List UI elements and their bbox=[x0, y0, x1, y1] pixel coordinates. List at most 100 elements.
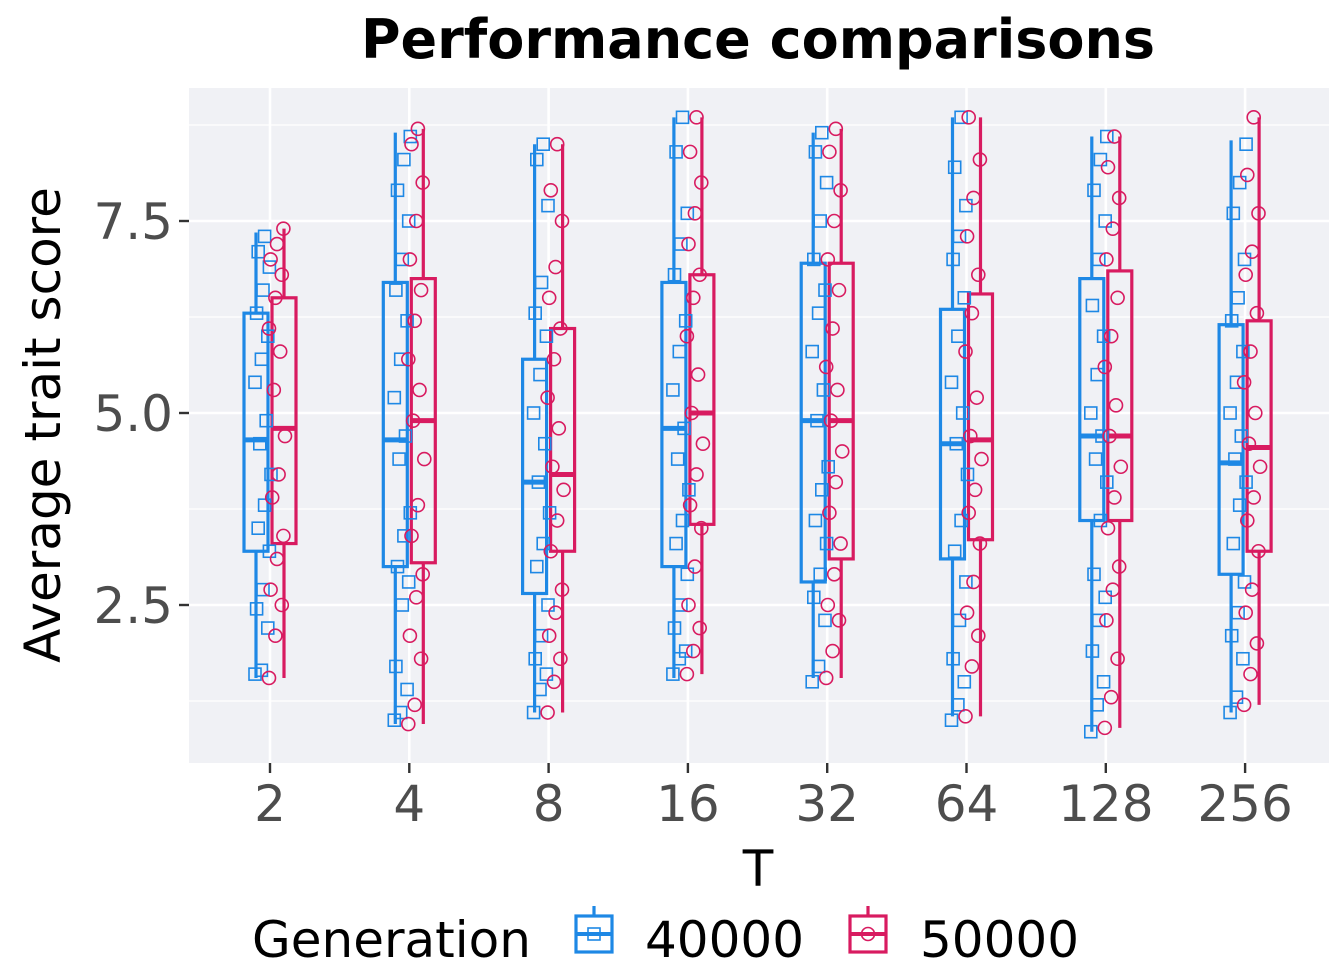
point-50000 bbox=[1100, 520, 1116, 536]
point-40000 bbox=[677, 421, 691, 436]
point-50000 bbox=[1251, 206, 1266, 221]
point-40000 bbox=[536, 536, 551, 551]
point-50000 bbox=[1111, 190, 1127, 206]
point-50000 bbox=[268, 290, 283, 306]
point-50000 bbox=[1249, 305, 1265, 321]
point-40000 bbox=[1237, 252, 1252, 267]
point-50000 bbox=[416, 451, 432, 467]
point-40000 bbox=[666, 667, 680, 681]
point-50000 bbox=[830, 382, 845, 398]
point-40000 bbox=[808, 513, 823, 528]
point-50000 bbox=[1110, 651, 1125, 667]
point-40000 bbox=[1088, 452, 1103, 466]
point-50000 bbox=[685, 643, 701, 659]
point-50000 bbox=[548, 605, 563, 620]
legend-key-40000 bbox=[574, 906, 614, 954]
point-40000 bbox=[1090, 698, 1104, 712]
legend-label-50000: 50000 bbox=[920, 911, 1079, 960]
point-40000 bbox=[678, 314, 693, 328]
box-rect bbox=[688, 273, 716, 526]
point-50000 bbox=[413, 651, 429, 667]
point-40000 bbox=[249, 306, 264, 320]
box-rect bbox=[242, 311, 270, 553]
point-40000 bbox=[1096, 329, 1111, 344]
point-40000 bbox=[959, 198, 973, 213]
point-50000 bbox=[415, 566, 431, 582]
point-40000 bbox=[808, 145, 823, 159]
point-40000 bbox=[401, 575, 416, 589]
point-50000 bbox=[1107, 490, 1122, 505]
point-40000 bbox=[1100, 475, 1114, 489]
point-50000 bbox=[970, 628, 986, 644]
point-50000 bbox=[276, 221, 291, 236]
point-40000 bbox=[397, 152, 411, 167]
point-40000 bbox=[541, 198, 555, 213]
point-50000 bbox=[540, 390, 555, 405]
point-40000 bbox=[403, 506, 418, 520]
point-40000 bbox=[1096, 674, 1111, 689]
y-axis-title: Average trait score bbox=[14, 187, 72, 663]
point-40000 bbox=[666, 383, 680, 397]
box-40000-T256 bbox=[1217, 140, 1245, 713]
point-40000 bbox=[1087, 567, 1101, 582]
box-rect bbox=[1106, 269, 1134, 523]
point-50000 bbox=[1105, 221, 1121, 236]
chart-title: Performance comparisons bbox=[361, 8, 1155, 71]
point-50000 bbox=[693, 175, 709, 190]
x-tick-label: 256 bbox=[1197, 775, 1292, 833]
box-40000-T128 bbox=[1078, 136, 1106, 732]
point-40000 bbox=[674, 237, 688, 251]
point-50000 bbox=[412, 382, 427, 398]
point-40000 bbox=[403, 129, 418, 144]
point-40000 bbox=[528, 306, 543, 320]
point-50000 bbox=[541, 628, 557, 644]
point-50000 bbox=[1240, 167, 1255, 183]
point-40000 bbox=[947, 544, 962, 559]
box-50000-T16 bbox=[688, 117, 716, 675]
legend-key-marker bbox=[587, 927, 601, 941]
legend-key-marker bbox=[860, 926, 876, 942]
point-50000 bbox=[404, 136, 419, 152]
point-40000 bbox=[1231, 290, 1245, 305]
point-50000 bbox=[684, 405, 700, 421]
point-40000 bbox=[251, 521, 265, 536]
point-50000 bbox=[407, 697, 423, 713]
point-50000 bbox=[1246, 490, 1261, 505]
point-40000 bbox=[262, 544, 277, 559]
point-40000 bbox=[811, 659, 826, 674]
point-50000 bbox=[413, 282, 429, 298]
point-40000 bbox=[249, 602, 264, 616]
point-40000 bbox=[1100, 129, 1114, 144]
point-40000 bbox=[813, 567, 828, 582]
point-40000 bbox=[262, 260, 277, 274]
point-50000 bbox=[831, 282, 847, 298]
point-50000 bbox=[972, 536, 988, 551]
point-40000 bbox=[264, 467, 278, 482]
point-40000 bbox=[537, 436, 552, 451]
point-50000 bbox=[961, 505, 977, 521]
point-40000 bbox=[1085, 644, 1100, 658]
point-40000 bbox=[397, 529, 411, 543]
point-40000 bbox=[1229, 690, 1244, 704]
point-40000 bbox=[1098, 214, 1112, 228]
grid-layer bbox=[189, 88, 1329, 763]
point-50000 bbox=[274, 597, 290, 613]
point-50000 bbox=[679, 328, 695, 344]
point-40000 bbox=[959, 575, 973, 589]
point-50000 bbox=[831, 613, 847, 628]
point-40000 bbox=[1231, 605, 1245, 620]
point-50000 bbox=[554, 582, 570, 597]
point-50000 bbox=[261, 321, 277, 336]
point-50000 bbox=[820, 252, 836, 267]
point-50000 bbox=[958, 344, 973, 359]
point-40000 bbox=[1228, 452, 1242, 466]
point-50000 bbox=[274, 267, 290, 283]
point-40000 bbox=[818, 613, 832, 628]
point-40000 bbox=[954, 513, 968, 528]
point-50000 bbox=[277, 428, 293, 444]
point-50000 bbox=[1252, 459, 1268, 475]
point-50000 bbox=[1241, 436, 1257, 452]
point-40000 bbox=[669, 536, 683, 551]
point-50000 bbox=[415, 175, 431, 190]
point-40000 bbox=[1092, 252, 1106, 267]
